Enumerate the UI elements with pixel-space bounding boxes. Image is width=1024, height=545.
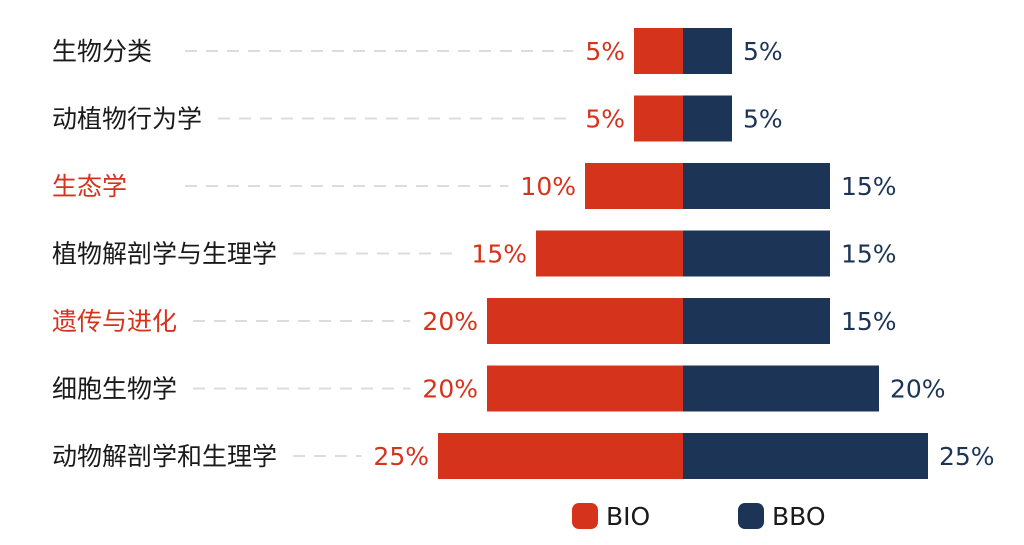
bio-value-label: 25% (373, 442, 429, 471)
bio-value-label: 20% (422, 307, 478, 336)
category-label: 动植物行为学 (52, 105, 202, 134)
legend-swatch-bbo (738, 503, 764, 529)
bio-value-label: 5% (585, 105, 625, 134)
bio-value-label: 20% (422, 375, 478, 404)
bbo-value-label: 25% (939, 442, 995, 471)
category-label: 动物解剖学和生理学 (52, 442, 277, 471)
bbo-bar (683, 230, 830, 277)
legend-label-bio: BIO (606, 502, 650, 531)
bio-bar (487, 298, 683, 344)
leader-lines (185, 50, 574, 457)
bbo-bar (683, 365, 879, 412)
bbo-value-label: 5% (743, 105, 783, 134)
bio-bar (634, 28, 683, 74)
category-label: 植物解剖学与生理学 (52, 240, 277, 269)
category-labels: 生物分类动植物行为学生态学植物解剖学与生理学遗传与进化细胞生物学动物解剖学和生理… (52, 37, 277, 471)
bbo-bar (683, 28, 732, 74)
bbo-value-label: 15% (841, 240, 897, 269)
bio-value-label: 15% (471, 240, 527, 269)
bbo-value-label: 15% (841, 172, 897, 201)
legend-label-bbo: BBO (772, 502, 826, 531)
bbo-value-label: 5% (743, 37, 783, 66)
category-label: 生物分类 (52, 37, 152, 66)
bio-value-label: 10% (520, 172, 576, 201)
value-labels: 5% 5% 5% 5% 10% 15% 15% 15% 20% 15% 20% 20% 25% 25% (373, 37, 994, 471)
bio-bar (536, 230, 683, 277)
bbo-value-label: 20% (890, 375, 946, 404)
bio-bar (438, 433, 683, 479)
bbo-bar (683, 298, 830, 344)
bbo-value-label: 15% (841, 307, 897, 336)
bio-value-label: 5% (585, 37, 625, 66)
bio-bar (585, 163, 683, 209)
category-label: 遗传与进化 (52, 307, 177, 336)
bio-bar (487, 365, 683, 412)
bbo-bar (683, 433, 928, 479)
bbo-bar (683, 163, 830, 209)
legend-swatch-bio (572, 503, 598, 529)
category-label: 细胞生物学 (52, 375, 177, 404)
bio-bar (634, 95, 683, 142)
category-label: 生态学 (52, 172, 127, 201)
bbo-bar (683, 95, 732, 142)
bars (438, 28, 928, 479)
legend: BIO BBO (572, 502, 826, 531)
